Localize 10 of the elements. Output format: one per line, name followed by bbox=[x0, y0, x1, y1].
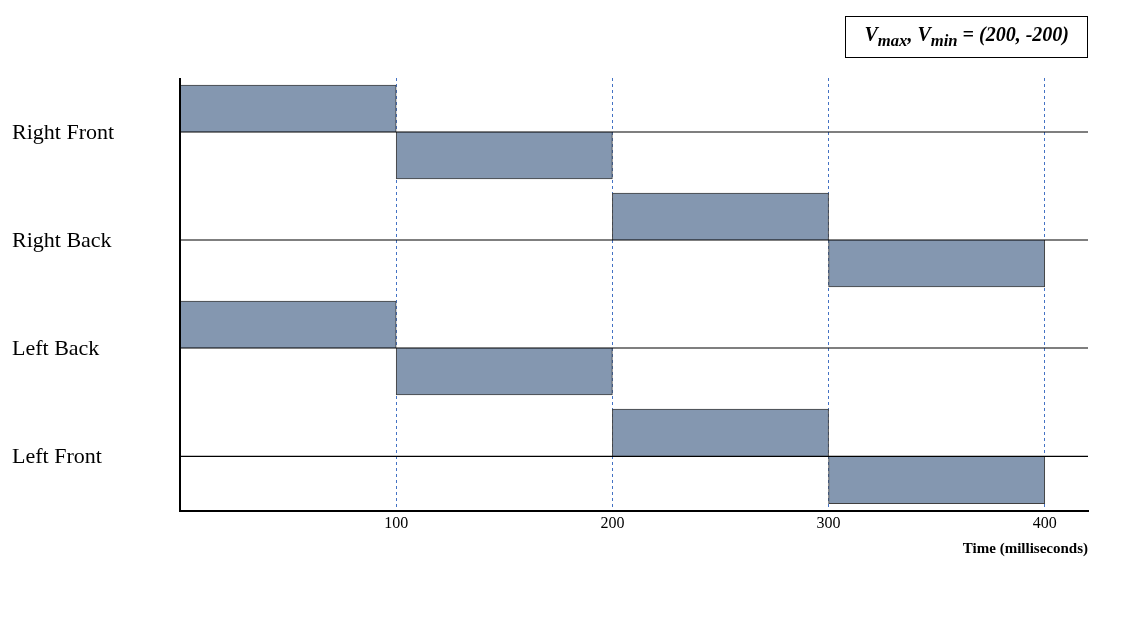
y-axis-title: Right Back bbox=[11, 226, 113, 254]
y-axis-title: Left Back bbox=[11, 334, 101, 362]
x-tick-label: 300 bbox=[816, 513, 841, 531]
y-axis-title: Right Front bbox=[11, 118, 116, 146]
x-tick-label: 400 bbox=[1032, 513, 1057, 531]
x-axis-title: Time (milliseconds) bbox=[962, 539, 1088, 557]
y-axis-title: Left Front bbox=[11, 442, 103, 470]
text: V$_{max}$, V$_{min}$ = (200, -200) bbox=[845, 16, 1088, 58]
x-tick-label: 100 bbox=[384, 513, 409, 531]
x-tick-label: 200 bbox=[600, 513, 625, 531]
